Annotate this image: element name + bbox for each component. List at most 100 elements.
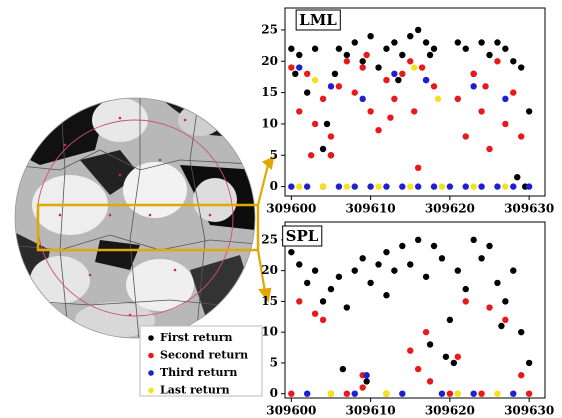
data-point (359, 95, 366, 103)
data-point (454, 353, 462, 360)
data-point (486, 242, 493, 250)
data-point (296, 51, 303, 59)
title-box (282, 225, 323, 247)
data-point (438, 390, 446, 397)
data-point (422, 76, 430, 84)
data-point (454, 95, 462, 103)
data-point (343, 51, 351, 59)
data-point (343, 58, 351, 65)
data-point (430, 242, 438, 250)
data-point (303, 279, 311, 287)
x-tick-label: 309610 (346, 404, 396, 418)
data-point (383, 248, 390, 256)
data-point (414, 183, 422, 190)
data-point (478, 183, 485, 190)
data-point (494, 279, 501, 287)
y-tick-label: 5 (270, 148, 278, 162)
data-point (422, 273, 430, 280)
data-point (367, 108, 374, 115)
data-point (502, 316, 509, 324)
data-point (525, 390, 533, 397)
data-point (426, 51, 434, 59)
data-point (303, 89, 311, 96)
data-point (375, 183, 382, 190)
data-point (387, 114, 394, 121)
plot-area (284, 7, 546, 197)
x-tick-label: 309630 (504, 404, 554, 418)
data-point (399, 183, 406, 190)
data-point (407, 261, 414, 268)
data-point (375, 261, 382, 268)
data-point (525, 359, 533, 367)
transect-box (36, 203, 260, 252)
data-point (383, 183, 390, 190)
data-point (351, 183, 358, 190)
data-point (411, 108, 418, 115)
data-point (296, 298, 303, 305)
y-tick-label: 10 (261, 325, 278, 339)
data-point (399, 51, 406, 59)
y-tick-label: 25 (261, 232, 278, 246)
data-point (331, 70, 339, 78)
data-point (462, 285, 469, 293)
y-tick-label: 5 (270, 355, 278, 369)
data-point (498, 322, 505, 330)
legend-marker (148, 335, 154, 341)
data-point (363, 378, 370, 385)
data-point (518, 372, 525, 379)
data-point (470, 83, 477, 90)
x-tick-label: 309620 (425, 202, 475, 216)
data-point (327, 390, 335, 397)
data-point (454, 390, 462, 397)
data-point (430, 45, 438, 52)
data-point (335, 183, 343, 190)
data-point (323, 120, 331, 128)
data-point (502, 45, 509, 52)
data-point (351, 390, 358, 397)
data-point (359, 384, 366, 391)
data-point (478, 390, 485, 397)
chart-title: LML (299, 11, 337, 29)
data-point (438, 183, 446, 190)
data-point (518, 328, 525, 336)
data-point (296, 183, 303, 190)
data-point (470, 236, 477, 244)
data-point (430, 83, 438, 90)
y-tick-label: 15 (261, 85, 278, 99)
data-point (319, 95, 327, 103)
data-point (307, 152, 315, 159)
data-point (391, 39, 398, 46)
data-point (303, 390, 311, 397)
data-point (303, 70, 311, 78)
data-point (510, 89, 517, 96)
legend-label: Second return (160, 349, 248, 362)
legend-marker (148, 387, 154, 394)
data-point (296, 261, 303, 268)
data-point (450, 359, 458, 367)
canopy-height-map (15, 98, 255, 338)
data-point (339, 365, 347, 373)
data-point (359, 58, 366, 65)
data-point (327, 285, 335, 293)
data-point (391, 267, 398, 274)
data-point (510, 183, 517, 190)
legend: First return Second return Third return Las… (139, 325, 263, 397)
data-point (311, 310, 319, 317)
data-point (430, 183, 438, 190)
data-point (422, 39, 430, 46)
data-point (502, 120, 509, 128)
y-tick-label: 20 (261, 54, 278, 68)
data-point (407, 33, 414, 40)
legend-label: Third return (160, 366, 237, 379)
legend-label: Last return (160, 384, 230, 397)
data-point (343, 304, 351, 311)
data-point (510, 58, 517, 65)
data-point (311, 45, 319, 52)
data-point (319, 183, 327, 190)
x-tick-label: 309610 (346, 202, 396, 216)
x-tick-label: 309600 (266, 202, 316, 216)
data-point (367, 279, 374, 287)
data-point (462, 45, 469, 52)
data-point (494, 58, 501, 65)
